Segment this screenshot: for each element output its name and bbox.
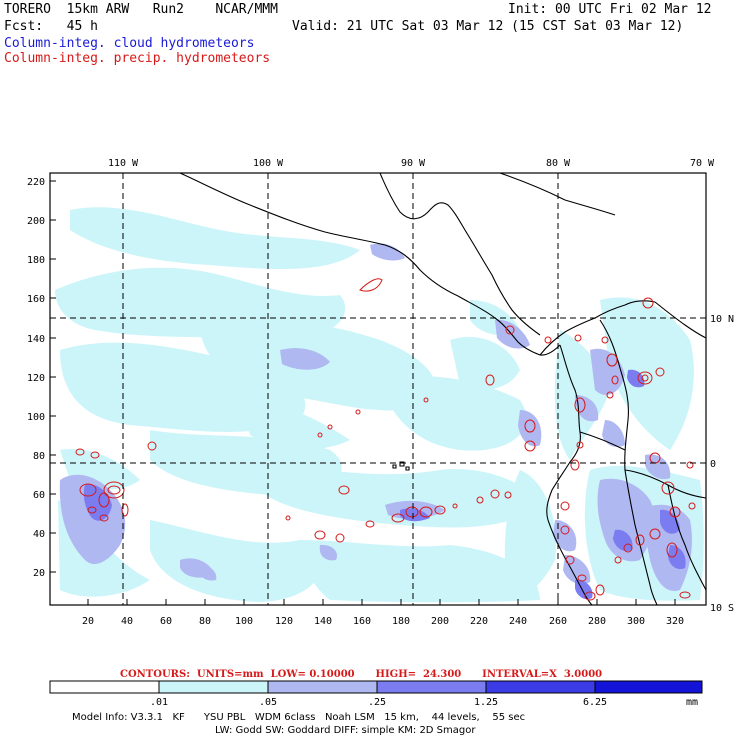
colorbar-tick: .05: [259, 697, 277, 708]
latlon-grid: [50, 173, 706, 605]
lon-label-100w: 100 W: [253, 158, 284, 169]
colorbar-segment: [377, 681, 486, 693]
colorbar-tick: .25: [368, 697, 386, 708]
colorbar-segment: [595, 681, 702, 693]
colorbar-segment: [268, 681, 377, 693]
x-tick: 160: [353, 616, 371, 627]
colorbar: .01 .05 .25 1.25 6.25 mm: [49, 680, 703, 708]
x-tick: 80: [199, 616, 211, 627]
lon-label-110w: 110 W: [108, 158, 139, 169]
x-tick: 40: [121, 616, 133, 627]
x-tick: 260: [549, 616, 567, 627]
x-tick: 100: [235, 616, 253, 627]
lat-label-10s: 10 S: [710, 603, 734, 614]
x-tick: 220: [470, 616, 488, 627]
y-tick: 60: [33, 490, 45, 501]
x-tick: 300: [627, 616, 645, 627]
y-tick: 20: [33, 568, 45, 579]
y-tick: 120: [27, 373, 45, 384]
y-tick: 200: [27, 216, 45, 227]
colorbar-tick: 1.25: [474, 697, 498, 708]
colorbar-segment: [486, 681, 595, 693]
lon-label-90w: 90 W: [401, 158, 426, 169]
header-valid-time: Valid: 21 UTC Sat 03 Mar 12 (15 CST Sat …: [292, 19, 684, 34]
colorbar-tick: 6.25: [583, 697, 607, 708]
lat-label-10n: 10 N: [710, 314, 734, 325]
header-init-time: Init: 00 UTC Fri 02 Mar 12: [508, 2, 712, 17]
y-tick: 160: [27, 294, 45, 305]
lon-label-70w: 70 W: [690, 158, 715, 169]
hydrometeor-field: [55, 207, 704, 603]
header-run-info: TORERO 15km ARW Run2 NCAR/MMM: [4, 2, 278, 17]
x-tick: 60: [160, 616, 172, 627]
colorbar-segment: [159, 681, 268, 693]
model-info-line2: LW: Godd SW: Goddard DIFF: simple KM: 2D…: [215, 725, 476, 736]
contour-info: CONTOURS: UNITS=mm LOW= 0.10000 HIGH= 24…: [120, 669, 603, 680]
y-tick: 220: [27, 177, 45, 188]
x-tick: 20: [82, 616, 94, 627]
map-frame: [49, 172, 707, 606]
axis-ticks: [50, 180, 676, 605]
colorbar-tick: .01: [150, 697, 168, 708]
x-tick: 240: [509, 616, 527, 627]
x-tick: 120: [275, 616, 293, 627]
model-info-line1: Model Info: V3.3.1 KF YSU PBL WDM 6class…: [72, 712, 526, 723]
x-tick: 320: [666, 616, 684, 627]
colorbar-unit: mm: [686, 697, 698, 708]
legend-cloud-hydrometeors: Column-integ. cloud hydrometeors: [4, 36, 255, 51]
y-tick-labels: 220 200 180 160 140 120 100 80 60 40 20: [27, 177, 45, 579]
lon-label-80w: 80 W: [546, 158, 571, 169]
y-tick: 180: [27, 255, 45, 266]
x-tick-labels: 20 40 60 80 100 120 140 160 180 200 220 …: [82, 616, 684, 627]
x-tick: 200: [431, 616, 449, 627]
x-tick: 180: [392, 616, 410, 627]
colorbar-segment: [50, 681, 159, 693]
x-tick: 280: [588, 616, 606, 627]
lat-label-0: 0: [710, 459, 716, 470]
y-tick: 80: [33, 451, 45, 462]
x-tick: 140: [314, 616, 332, 627]
y-tick: 140: [27, 334, 45, 345]
precip-contours: [75, 278, 696, 601]
coastlines: [179, 173, 706, 605]
y-tick: 100: [27, 412, 45, 423]
legend-precip-hydrometeors: Column-integ. precip. hydrometeors: [4, 51, 271, 66]
header-forecast-hour: Fcst: 45 h: [4, 19, 98, 34]
y-tick: 40: [33, 529, 45, 540]
